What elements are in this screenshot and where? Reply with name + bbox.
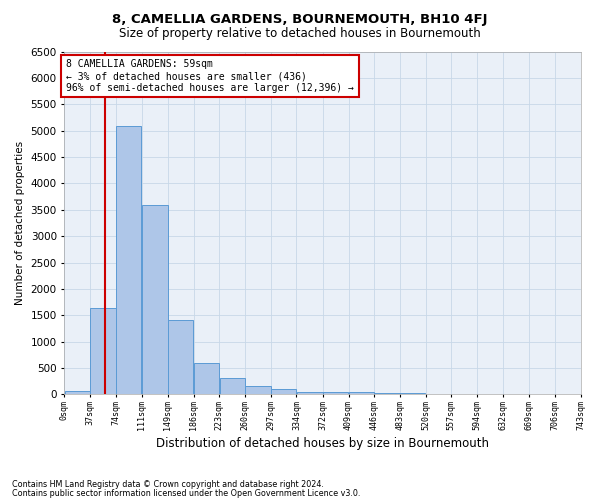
Bar <box>142 205 168 394</box>
Bar <box>168 320 193 394</box>
Text: 8, CAMELLIA GARDENS, BOURNEMOUTH, BH10 4FJ: 8, CAMELLIA GARDENS, BOURNEMOUTH, BH10 4… <box>112 12 488 26</box>
Bar <box>245 386 271 394</box>
Bar <box>220 378 245 394</box>
Text: Contains public sector information licensed under the Open Government Licence v3: Contains public sector information licen… <box>12 488 361 498</box>
Text: Size of property relative to detached houses in Bournemouth: Size of property relative to detached ho… <box>119 28 481 40</box>
Bar <box>349 392 374 394</box>
Bar <box>374 393 400 394</box>
Bar <box>271 389 296 394</box>
Bar <box>91 308 116 394</box>
Text: Contains HM Land Registry data © Crown copyright and database right 2024.: Contains HM Land Registry data © Crown c… <box>12 480 324 489</box>
Bar <box>323 392 349 394</box>
Bar <box>296 392 323 394</box>
X-axis label: Distribution of detached houses by size in Bournemouth: Distribution of detached houses by size … <box>156 437 489 450</box>
Text: 8 CAMELLIA GARDENS: 59sqm
← 3% of detached houses are smaller (436)
96% of semi-: 8 CAMELLIA GARDENS: 59sqm ← 3% of detach… <box>66 60 354 92</box>
Bar <box>65 391 90 394</box>
Bar <box>194 363 219 394</box>
Y-axis label: Number of detached properties: Number of detached properties <box>15 141 25 305</box>
Bar <box>116 126 142 394</box>
